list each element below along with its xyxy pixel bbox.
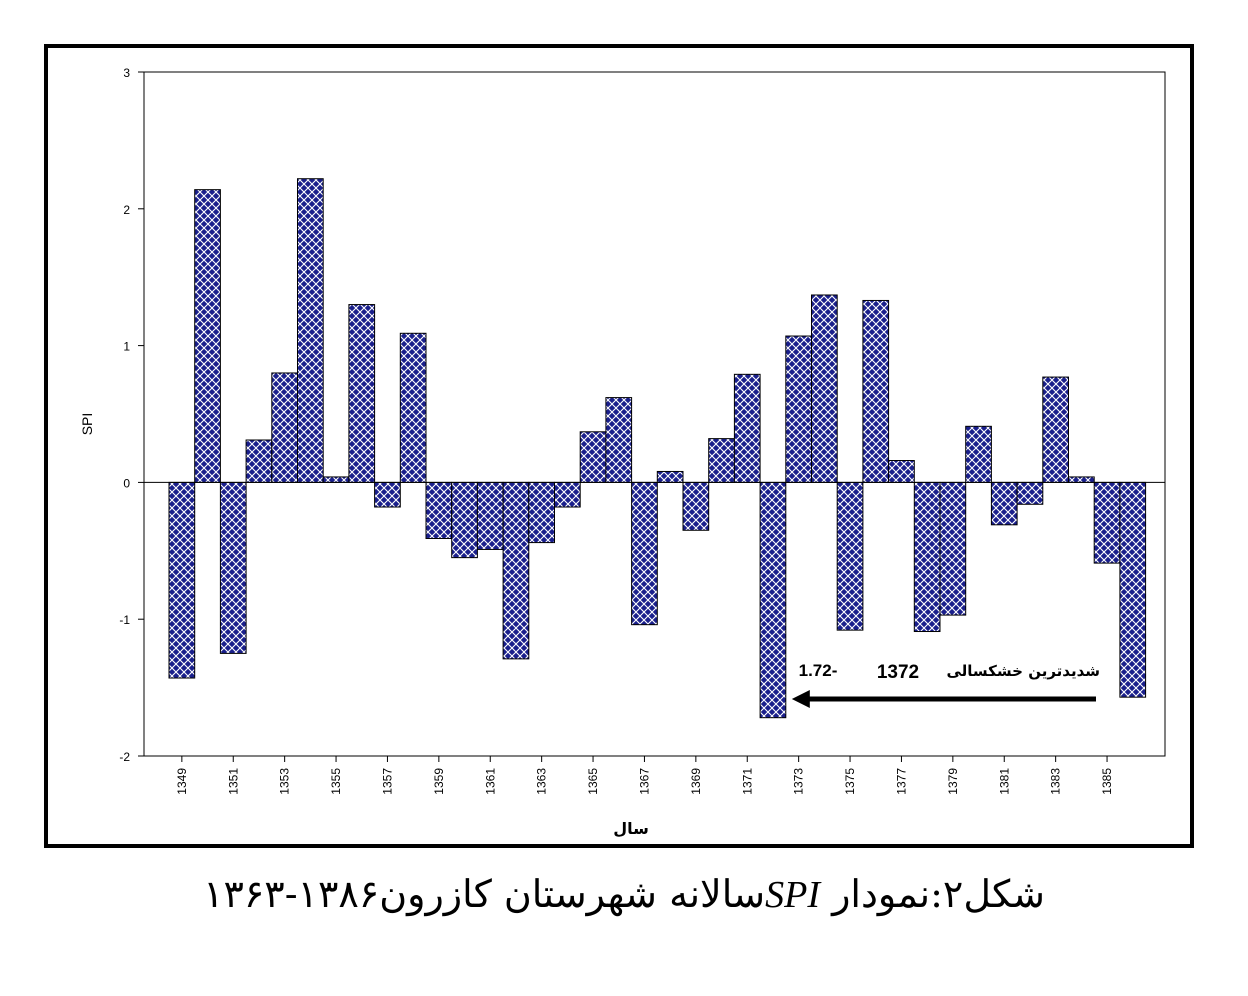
bar-1377 [888, 460, 915, 483]
bar-1383 [1042, 376, 1069, 483]
bar-1385 [1093, 481, 1121, 564]
bar-1361 [476, 481, 504, 550]
x-tick-label: 1361 [483, 768, 497, 795]
x-tick-label: 1367 [637, 768, 651, 795]
bar-1349 [168, 481, 196, 679]
x-tick-label: 1375 [843, 768, 857, 795]
bar-1369 [682, 481, 710, 531]
bar-1375 [836, 481, 864, 631]
bar-1384 [1068, 476, 1095, 483]
bar-1365 [579, 431, 607, 483]
x-tick-label: 1351 [226, 768, 240, 795]
x-tick-label: 1363 [535, 768, 549, 795]
bar-1354 [297, 178, 324, 483]
bar-1355 [322, 476, 350, 483]
plot-area [143, 71, 1166, 757]
bar-1376 [862, 299, 890, 483]
bar-1353 [271, 372, 299, 483]
annotation-label: شدیدترین خشکسالی [946, 662, 1100, 680]
y-tick-label: 1 [123, 340, 130, 354]
bar-1382 [1016, 481, 1044, 505]
bar-1359 [425, 481, 453, 539]
x-tick-label: 1365 [586, 768, 600, 795]
x-tick-label: 1379 [946, 768, 960, 795]
x-tick-label: 1349 [175, 768, 189, 795]
caption-prefix: شکل۲:نمودار [820, 872, 1045, 916]
chart-frame: -2 -1 0 1 2 3 1349 1351 1353 1355 1357 1359 1361 1363… [44, 44, 1194, 848]
bar-1350 [194, 189, 221, 483]
x-tick-label: 1377 [894, 768, 908, 795]
bar-1362 [502, 481, 530, 660]
x-axis-label: سال [613, 819, 649, 838]
x-tick-label: 1383 [1049, 768, 1063, 795]
bar-1367 [631, 481, 658, 626]
bar-1368 [656, 470, 684, 483]
x-tick-label: 1381 [997, 768, 1011, 795]
x-tick-label: 1385 [1100, 768, 1114, 795]
annotation-year: 1372 [877, 662, 919, 683]
drought-annotation: شدیدترین خشکسالی 1372 1.72- [791, 661, 1100, 708]
caption-spi: SPI [765, 874, 820, 916]
bar-1366 [605, 397, 633, 483]
x-tick-label: 1373 [792, 768, 806, 795]
bar-1363 [528, 481, 555, 544]
bar-1386 [1119, 481, 1147, 698]
caption-suffix: سالانه شهرستان کازرون۱۳۸۶-۱۳۶۳ [203, 872, 766, 916]
x-tick-label: 1355 [329, 768, 343, 795]
annotation-value: 1.72- [799, 661, 838, 680]
bar-1360 [451, 481, 478, 559]
x-tick-label: 1359 [432, 768, 446, 795]
y-tick-label: -2 [119, 750, 130, 764]
bar-1379 [939, 481, 967, 616]
bar-1381 [990, 481, 1018, 526]
y-tick-label: 3 [123, 66, 130, 80]
y-axis-label: SPI [79, 413, 95, 436]
x-tick-label: 1371 [740, 768, 754, 795]
y-tick-label: 2 [123, 203, 130, 217]
x-tick-label: 1357 [380, 768, 394, 795]
bar-1358 [399, 332, 427, 483]
bar-1356 [348, 304, 376, 483]
bar-1351 [219, 481, 247, 654]
bar-1378 [913, 481, 941, 633]
bar-1373 [785, 335, 812, 483]
x-tick-label: 1353 [278, 768, 292, 795]
bar-1372 [759, 481, 787, 719]
bar-1352 [245, 439, 273, 483]
bar-1357 [374, 481, 401, 508]
bar-1371 [733, 373, 761, 483]
bar-1370 [708, 438, 735, 483]
spi-bar-chart: -2 -1 0 1 2 3 1349 1351 1353 1355 1357 1359 1361 1363… [79, 66, 1166, 838]
bar-1380 [965, 425, 992, 483]
bar-1364 [554, 481, 581, 508]
x-tick-label: 1369 [689, 768, 703, 795]
annotation-arrow-head [791, 690, 810, 708]
bar-1374 [811, 294, 838, 483]
y-tick-label: -1 [119, 613, 130, 627]
y-tick-label: 0 [123, 476, 130, 490]
figure-caption: شکل۲:نمودار SPIسالانه شهرستان کازرون۱۳۸۶… [0, 872, 1248, 917]
